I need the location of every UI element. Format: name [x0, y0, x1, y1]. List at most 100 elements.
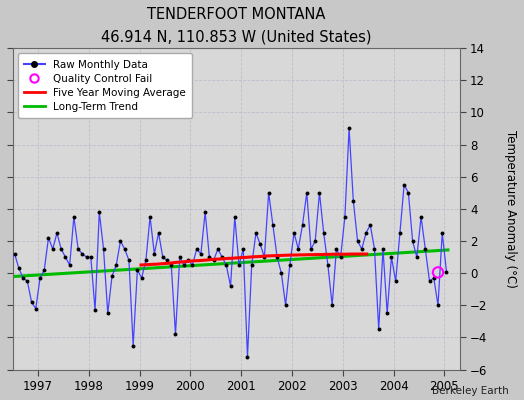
Point: [176, 254, 184, 260]
Point: [408, 238, 417, 244]
Point: [332, 246, 341, 252]
Point: [137, 275, 146, 281]
Point: [438, 230, 446, 236]
Point: [74, 246, 82, 252]
Point: [320, 230, 328, 236]
Point: [383, 310, 391, 316]
Point: [336, 254, 345, 260]
Point: [40, 267, 48, 273]
Point: [116, 238, 125, 244]
Point: [434, 269, 442, 276]
Point: [0, 310, 2, 316]
Point: [273, 254, 281, 260]
Text: Berkeley Earth: Berkeley Earth: [432, 386, 508, 396]
Point: [188, 262, 196, 268]
Point: [387, 254, 396, 260]
Point: [379, 246, 387, 252]
Point: [86, 254, 95, 260]
Point: [412, 254, 421, 260]
Point: [239, 246, 247, 252]
Point: [95, 209, 103, 215]
Point: [70, 214, 78, 220]
Point: [23, 278, 31, 284]
Point: [66, 262, 74, 268]
Point: [57, 246, 66, 252]
Y-axis label: Temperature Anomaly (°C): Temperature Anomaly (°C): [504, 130, 517, 288]
Point: [430, 275, 438, 281]
Point: [349, 198, 357, 204]
Point: [256, 241, 265, 248]
Point: [417, 214, 425, 220]
Point: [421, 246, 430, 252]
Point: [19, 275, 27, 281]
Point: [192, 246, 201, 252]
Point: [78, 251, 86, 257]
Point: [222, 262, 231, 268]
Point: [366, 222, 375, 228]
Point: [286, 262, 294, 268]
Point: [247, 262, 256, 268]
Point: [49, 246, 57, 252]
Point: [150, 251, 159, 257]
Point: [362, 230, 370, 236]
Point: [100, 246, 108, 252]
Point: [396, 230, 404, 236]
Point: [345, 125, 353, 132]
Point: [269, 222, 277, 228]
Point: [260, 254, 269, 260]
Legend: Raw Monthly Data, Quality Control Fail, Five Year Moving Average, Long-Term Tren: Raw Monthly Data, Quality Control Fail, …: [18, 53, 192, 118]
Point: [226, 283, 235, 289]
Point: [311, 238, 320, 244]
Point: [400, 182, 408, 188]
Point: [370, 246, 379, 252]
Point: [112, 262, 121, 268]
Point: [205, 254, 214, 260]
Point: [108, 273, 116, 280]
Point: [104, 310, 112, 316]
Point: [298, 222, 307, 228]
Point: [171, 331, 180, 338]
Point: [235, 262, 243, 268]
Point: [218, 254, 226, 260]
Point: [61, 254, 70, 260]
Point: [10, 251, 19, 257]
Point: [129, 342, 137, 349]
Point: [324, 262, 332, 268]
Point: [163, 257, 171, 264]
Point: [155, 230, 163, 236]
Point: [27, 299, 36, 305]
Point: [328, 302, 336, 308]
Point: [184, 257, 192, 264]
Point: [281, 302, 290, 308]
Point: [231, 214, 239, 220]
Point: [341, 214, 349, 220]
Point: [45, 235, 53, 241]
Point: [265, 190, 273, 196]
Point: [404, 190, 412, 196]
Point: [6, 257, 15, 264]
Point: [167, 262, 176, 268]
Point: [133, 267, 141, 273]
Point: [425, 278, 434, 284]
Point: [210, 257, 218, 264]
Point: [252, 230, 260, 236]
Point: [243, 354, 252, 360]
Point: [353, 238, 362, 244]
Point: [82, 254, 91, 260]
Point: [159, 254, 167, 260]
Point: [0, 262, 6, 268]
Point: [357, 246, 366, 252]
Point: [214, 246, 222, 252]
Point: [121, 246, 129, 252]
Point: [2, 246, 10, 252]
Point: [196, 251, 205, 257]
Point: [302, 190, 311, 196]
Point: [53, 230, 61, 236]
Point: [315, 190, 324, 196]
Point: [146, 214, 154, 220]
Point: [290, 230, 298, 236]
Point: [391, 278, 400, 284]
Point: [277, 270, 286, 276]
Point: [375, 326, 383, 333]
Point: [294, 246, 302, 252]
